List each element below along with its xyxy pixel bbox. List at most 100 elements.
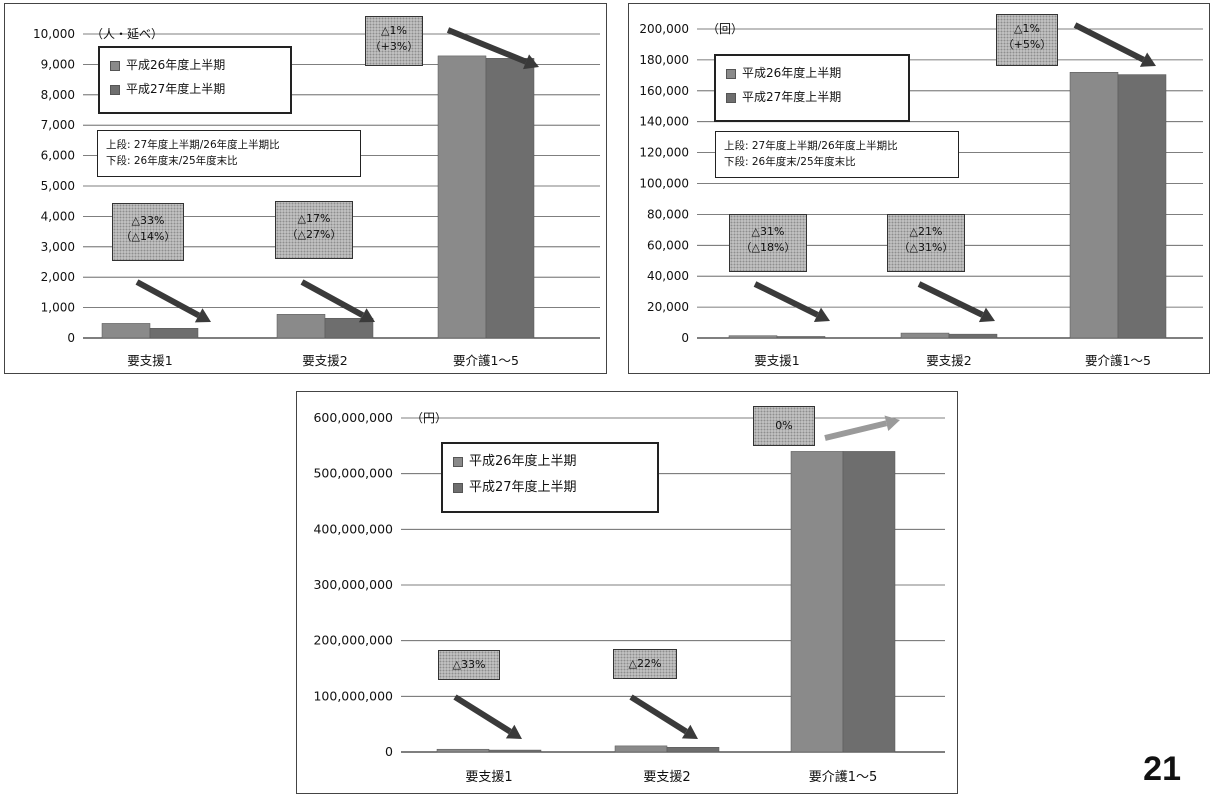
unit-label: （回） — [707, 22, 743, 36]
y-tick-label: 120,000 — [639, 146, 689, 160]
category-label-support2: 要支援2 — [302, 353, 347, 368]
y-tick-label: 60,000 — [647, 238, 689, 252]
y-tick-label: 0 — [67, 331, 75, 345]
bar-support2-2015 — [948, 333, 998, 339]
y-tick-label: 300,000,000 — [313, 577, 393, 592]
callout-support2: △22% — [613, 649, 677, 679]
y-tick-label: 8,000 — [41, 88, 75, 102]
legend-item-2015: 平成27年度上半期 — [110, 81, 280, 98]
y-tick-label: 4,000 — [41, 209, 75, 223]
chart-cost-svg: 0 100,000,000 200,000,000 300,000,000 400,00… — [313, 410, 945, 785]
callout-care-line2: （+3%） — [369, 39, 419, 53]
legend-swatch-2014 — [110, 60, 120, 71]
trend-arrow-down-support1 — [135, 279, 201, 318]
category-label-support1: 要支援1 — [127, 353, 172, 368]
y-tick-label: 100,000 — [639, 177, 689, 191]
note-line-upper: 上段: 27年度上半期/26年度上半期比 — [106, 139, 280, 151]
trend-arrowhead-down-support2 — [978, 307, 995, 323]
bar-care-2015 — [1117, 74, 1167, 339]
bar-support1-2014 — [101, 323, 151, 339]
y-tick-label: 2,000 — [41, 270, 75, 284]
callout-care-line1: △1% — [381, 24, 407, 37]
callout-care-line2: （+5%） — [1002, 37, 1052, 51]
legend-item-2015: 平成27年度上半期 — [726, 89, 898, 106]
category-label-support1: 要支援1 — [754, 353, 799, 368]
legend-label-2014: 平成26年度上半期 — [126, 58, 226, 72]
trend-arrow-down-support1 — [753, 281, 819, 318]
callout-care: △1% （+3%） — [365, 16, 423, 66]
chart-panel-cost: 0 100,000,000 200,000,000 300,000,000 400,00… — [296, 391, 958, 794]
trend-arrow-down-care — [1073, 22, 1145, 63]
trend-arrowhead-down-care — [523, 54, 539, 70]
legend: 平成26年度上半期 平成27年度上半期 — [441, 442, 659, 513]
callout-support2-line1: △17% — [297, 212, 331, 225]
note-line-lower: 下段: 26年度末/25年度末比 — [106, 155, 238, 168]
trend-arrowhead-down-care — [1139, 52, 1156, 67]
note-line-upper: 上段: 27年度上半期/26年度上半期比 — [724, 140, 898, 152]
trend-arrowhead-down-support2 — [681, 724, 698, 739]
chart-panel-visits: 0 1,000 2,000 3,000 4,000 5,000 6,000 7,000 8,00… — [4, 3, 607, 374]
trend-arrow-up-care — [824, 420, 888, 441]
chart-count-svg: 0 20,000 40,000 60,000 80,000 100,000 120,000 1… — [639, 22, 1203, 368]
trend-arrowhead-down-support2 — [358, 308, 375, 323]
trend-arrowhead-down-support1 — [194, 308, 211, 323]
callout-support2-line2: （△31%） — [898, 240, 954, 254]
trend-arrowhead-down-support1 — [813, 307, 830, 322]
y-tick-label: 7,000 — [41, 118, 75, 132]
y-tick-label: 20,000 — [647, 300, 689, 314]
bar-support2-2015 — [324, 317, 374, 339]
bar-care-2015 — [842, 451, 896, 753]
trend-arrow-down-care — [446, 27, 528, 65]
y-tick-label: 1,000 — [41, 301, 75, 315]
trend-arrow-down-support2 — [300, 279, 365, 318]
bar-support1-2015 — [488, 749, 542, 753]
callout-support2-line1: △21% — [909, 225, 943, 238]
y-tick-label: 200,000,000 — [313, 633, 393, 648]
comparison-note: 上段: 27年度上半期/26年度上半期比 下段: 26年度末/25年度末比 — [715, 131, 959, 178]
callout-care-line1: △1% — [1014, 22, 1040, 35]
callout-support1: △33% — [438, 650, 500, 680]
callout-support1-line2: （△18%） — [740, 240, 796, 254]
y-tick-label: 400,000,000 — [313, 521, 393, 536]
bar-support2-2014 — [900, 332, 950, 339]
bar-care-2015 — [485, 58, 535, 339]
legend-swatch-2015 — [453, 483, 463, 494]
category-label-support2: 要支援2 — [643, 770, 690, 785]
trend-arrowhead-up-care — [884, 415, 900, 432]
y-tick-label: 140,000 — [639, 115, 689, 129]
bar-support2-2014 — [614, 745, 668, 753]
trend-arrow-down-support2 — [917, 281, 984, 318]
bar-support1-2014 — [436, 748, 490, 753]
bar-care-2014 — [1069, 72, 1119, 339]
legend-swatch-2015 — [110, 85, 120, 96]
unit-label: （円） — [411, 411, 447, 425]
y-tick-label: 200,000 — [639, 22, 689, 36]
legend-label-2015: 平成27年度上半期 — [742, 90, 842, 105]
category-label-support1: 要支援1 — [465, 770, 512, 785]
category-label-support2: 要支援2 — [926, 353, 971, 368]
callout-support1-line1: △31% — [751, 225, 785, 238]
legend-swatch-2014 — [453, 457, 463, 468]
callout-support2: △21% （△31%） — [887, 214, 965, 272]
legend-label-2015: 平成27年度上半期 — [469, 479, 577, 495]
callout-support1: △31% （△18%） — [729, 214, 807, 272]
y-tick-label: 3,000 — [41, 240, 75, 254]
y-tick-label: 0 — [681, 331, 689, 345]
callout-support1-line2: （△14%） — [120, 229, 176, 243]
bar-support1-2015 — [149, 328, 199, 339]
y-tick-label: 500,000,000 — [313, 466, 393, 481]
y-tick-label: 6,000 — [41, 149, 75, 163]
callout-support1-line1: △33% — [452, 658, 486, 671]
bar-care-2014 — [790, 451, 844, 753]
y-tick-label: 10,000 — [33, 27, 75, 41]
legend: 平成26年度上半期 平成27年度上半期 — [714, 54, 910, 122]
unit-label: （人・延べ） — [91, 27, 163, 41]
y-tick-label: 5,000 — [41, 179, 75, 193]
chart-visits-svg: 0 1,000 2,000 3,000 4,000 5,000 6,000 7,000 8,00… — [33, 27, 600, 368]
legend-item-2015: 平成27年度上半期 — [453, 479, 647, 498]
trend-arrow-down-support1 — [453, 694, 512, 735]
callout-support1: △33% （△14%） — [112, 203, 184, 261]
y-tick-label: 160,000 — [639, 84, 689, 98]
callout-support2: △17% （△27%） — [275, 201, 353, 259]
legend-swatch-2014 — [726, 68, 736, 79]
